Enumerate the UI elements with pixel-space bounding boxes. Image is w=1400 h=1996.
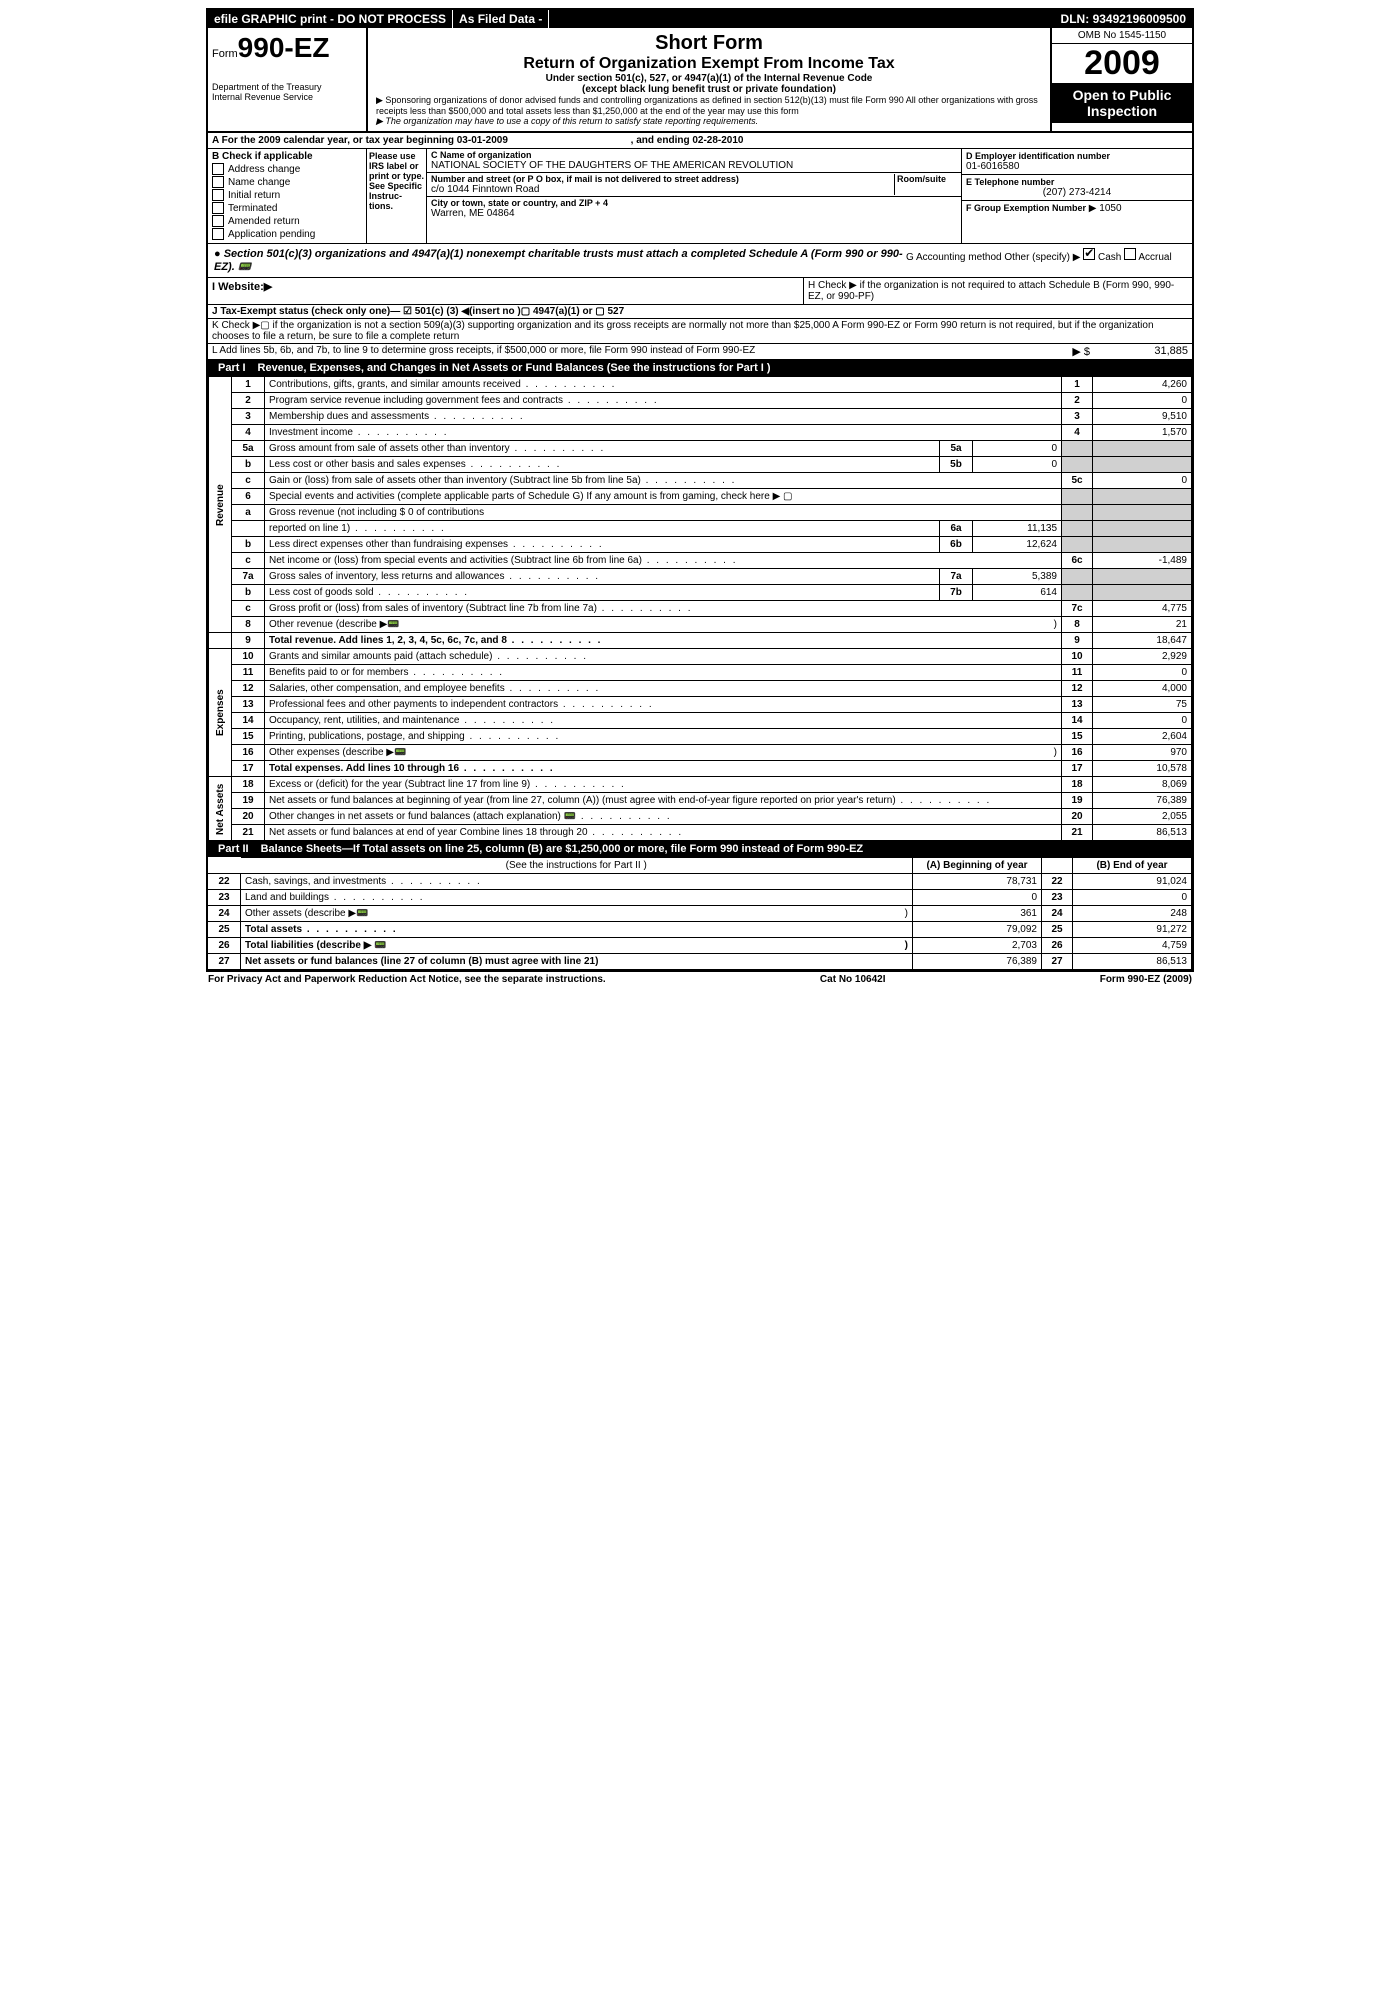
cb-address-change[interactable]: Address change xyxy=(212,163,362,175)
form-id: Form 990-EZ (2009) xyxy=(1100,974,1192,985)
irs-label-note: Please use IRS label or print or type. S… xyxy=(367,149,427,243)
cb-pending[interactable]: Application pending xyxy=(212,228,362,240)
cb-initial-return[interactable]: Initial return xyxy=(212,189,362,201)
cat-no: Cat No 10642I xyxy=(820,974,886,985)
dept-treasury: Department of the Treasury xyxy=(212,82,362,92)
cb-name-change[interactable]: Name change xyxy=(212,176,362,188)
col-d-right: D Employer identification number 01-6016… xyxy=(961,149,1192,243)
row-i-h: I Website:▶ H Check ▶ if the organizatio… xyxy=(208,278,1192,305)
subtitle-2: (except black lung benefit trust or priv… xyxy=(376,84,1042,95)
cb-accrual[interactable] xyxy=(1124,248,1136,260)
part-i-header: Part I Revenue, Expenses, and Changes in… xyxy=(208,360,1192,376)
website: I Website:▶ xyxy=(208,278,804,304)
cb-cash[interactable] xyxy=(1083,248,1095,260)
header-right: OMB No 1545-1150 2009 Open to Public Ins… xyxy=(1050,28,1192,131)
section-501c3: ● Section 501(c)(3) organizations and 49… xyxy=(208,244,1192,278)
part-i-table: Revenue 1Contributions, gifts, grants, a… xyxy=(208,376,1192,841)
open-to-public: Open to Public Inspection xyxy=(1052,83,1192,123)
header-left: Form990-EZ Department of the Treasury In… xyxy=(208,28,368,131)
omb-number: OMB No 1545-1150 xyxy=(1052,28,1192,44)
org-name: NATIONAL SOCIETY OF THE DAUGHTERS OF THE… xyxy=(431,160,957,171)
header: Form990-EZ Department of the Treasury In… xyxy=(208,28,1192,133)
form-990ez: efile GRAPHIC print - DO NOT PROCESS As … xyxy=(206,8,1194,972)
net-assets-label: Net Assets xyxy=(209,777,232,841)
col-c-org: C Name of organization NATIONAL SOCIETY … xyxy=(427,149,961,243)
topbar: efile GRAPHIC print - DO NOT PROCESS As … xyxy=(208,10,1192,28)
j-status: J Tax-Exempt status (check only one)— ☑ … xyxy=(208,305,1192,319)
privacy-notice: For Privacy Act and Paperwork Reduction … xyxy=(208,974,606,985)
return-title: Return of Organization Exempt From Incom… xyxy=(376,55,1042,73)
h-check: H Check ▶ if the organization is not req… xyxy=(804,278,1192,304)
gross-receipts: 31,885 xyxy=(1094,344,1192,359)
revenue-label: Revenue xyxy=(209,377,232,633)
info-block: B Check if applicable Address change Nam… xyxy=(208,149,1192,244)
note-1: Sponsoring organizations of donor advise… xyxy=(376,95,1042,116)
col-b-checkboxes: B Check if applicable Address change Nam… xyxy=(208,149,367,243)
dln: DLN: 93492196009500 xyxy=(1055,10,1192,28)
irs: Internal Revenue Service xyxy=(212,92,362,102)
k-check: K Check ▶▢ if the organization is not a … xyxy=(208,319,1192,344)
accounting-method: G Accounting method Other (specify) ▶ Ca… xyxy=(906,248,1186,273)
group-exemption: ▶ 1050 xyxy=(1089,203,1122,214)
org-city: Warren, ME 04864 xyxy=(431,208,957,219)
expenses-label: Expenses xyxy=(209,649,232,777)
efile-notice: efile GRAPHIC print - DO NOT PROCESS xyxy=(208,10,453,28)
cb-amended[interactable]: Amended return xyxy=(212,215,362,227)
footer: For Privacy Act and Paperwork Reduction … xyxy=(204,972,1196,987)
tax-year: 2009 xyxy=(1052,44,1192,83)
subtitle-1: Under section 501(c), 527, or 4947(a)(1)… xyxy=(376,73,1042,84)
as-filed: As Filed Data - xyxy=(453,10,549,28)
ein: 01-6016580 xyxy=(966,161,1188,172)
l-line: L Add lines 5b, 6b, and 7b, to line 9 to… xyxy=(208,344,1192,360)
tax-period: A For the 2009 calendar year, or tax yea… xyxy=(208,133,1192,149)
part-ii-header: Part II Balance Sheets—If Total assets o… xyxy=(208,841,1192,857)
note-2: The organization may have to use a copy … xyxy=(376,116,1042,127)
header-mid: Short Form Return of Organization Exempt… xyxy=(368,28,1050,131)
form-number: Form990-EZ xyxy=(212,32,362,64)
org-address: c/o 1044 Finntown Road xyxy=(431,184,894,195)
phone: (207) 273-4214 xyxy=(966,187,1188,198)
cb-terminated[interactable]: Terminated xyxy=(212,202,362,214)
part-ii-table: (See the instructions for Part II ) (A) … xyxy=(208,857,1192,970)
short-form-label: Short Form xyxy=(376,32,1042,55)
